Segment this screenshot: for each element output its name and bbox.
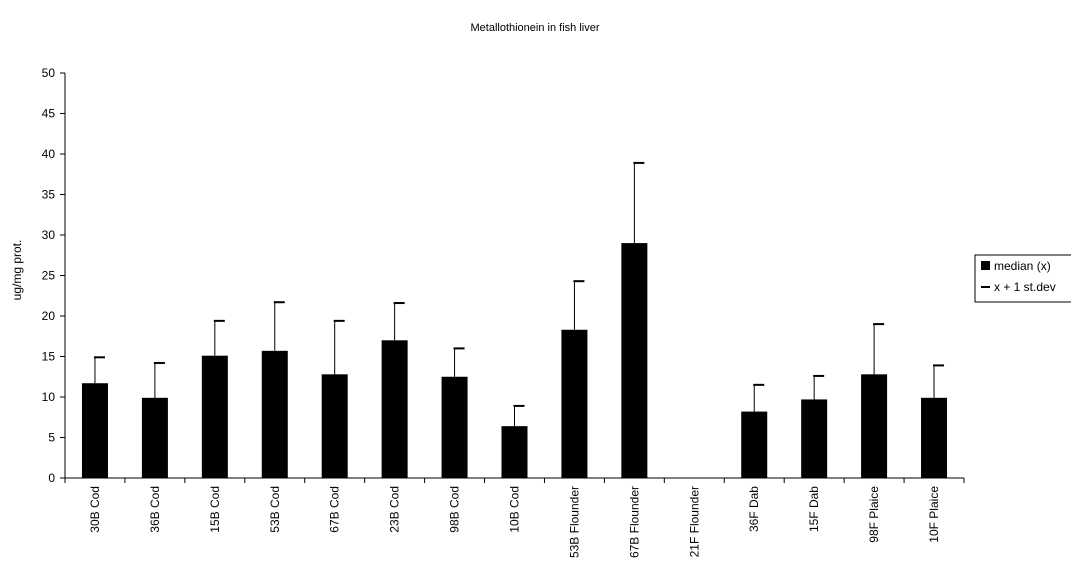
- bar-median: [441, 376, 468, 478]
- bar-median: [261, 350, 288, 478]
- bar-median: [801, 399, 828, 478]
- y-tick-label: 50: [42, 66, 56, 80]
- bar-median: [501, 426, 528, 478]
- bar-median: [201, 355, 228, 478]
- x-tick-label: 30B Cod: [88, 486, 102, 533]
- legend-swatch-median: [981, 261, 990, 270]
- legend-box: [974, 254, 1071, 303]
- x-tick-label: 67B Flounder: [627, 486, 641, 558]
- bar-median: [741, 411, 768, 478]
- chart-title: Metallothionein in fish liver: [470, 22, 599, 34]
- x-tick-label: 53B Flounder: [567, 486, 581, 558]
- bar-median: [381, 340, 408, 478]
- y-tick-label: 40: [42, 147, 56, 161]
- x-tick-label: 23B Cod: [388, 486, 402, 533]
- y-tick-label: 10: [42, 390, 56, 404]
- y-tick-label: 30: [42, 228, 56, 242]
- y-tick-label: 15: [42, 350, 56, 364]
- y-tick-label: 35: [42, 188, 56, 202]
- legend: median (x) x + 1 st.dev: [974, 254, 1071, 303]
- y-tick-label: 20: [42, 309, 56, 323]
- legend-label-stdev: x + 1 st.dev: [994, 280, 1056, 294]
- bar-median: [621, 243, 648, 478]
- x-tick-label: 15B Cod: [208, 486, 222, 533]
- bar-median: [81, 383, 108, 478]
- x-tick-label: 15F Dab: [807, 486, 821, 532]
- x-tick-label: 10F Plaice: [927, 486, 941, 543]
- legend-label-median: median (x): [994, 259, 1051, 273]
- x-tick-label: 36F Dab: [747, 486, 761, 532]
- y-tick-label: 25: [42, 269, 56, 283]
- y-tick-label: 45: [42, 107, 56, 121]
- x-tick-label: 67B Cod: [328, 486, 342, 533]
- bar-median: [321, 374, 348, 478]
- x-tick-label: 21F Flounder: [687, 486, 701, 557]
- bar-median: [921, 397, 948, 478]
- x-tick-label: 53B Cod: [268, 486, 282, 533]
- bar-median: [561, 329, 588, 478]
- x-tick-label: 10B Cod: [508, 486, 522, 533]
- x-tick-label: 98B Cod: [448, 486, 462, 533]
- plot-area: 0 5 10 15 20 25 30 35 40 45 50 30B Cod 36B Cod 15B Co…: [42, 66, 965, 558]
- y-tick-label: 5: [48, 431, 55, 445]
- y-axis-label: ug/mg prot.: [10, 240, 24, 301]
- bar-median: [141, 397, 168, 478]
- bar-median: [861, 374, 888, 478]
- x-tick-label: 98F Plaice: [867, 486, 881, 543]
- x-tick-label: 36B Cod: [148, 486, 162, 533]
- y-tick-label: 0: [48, 471, 55, 485]
